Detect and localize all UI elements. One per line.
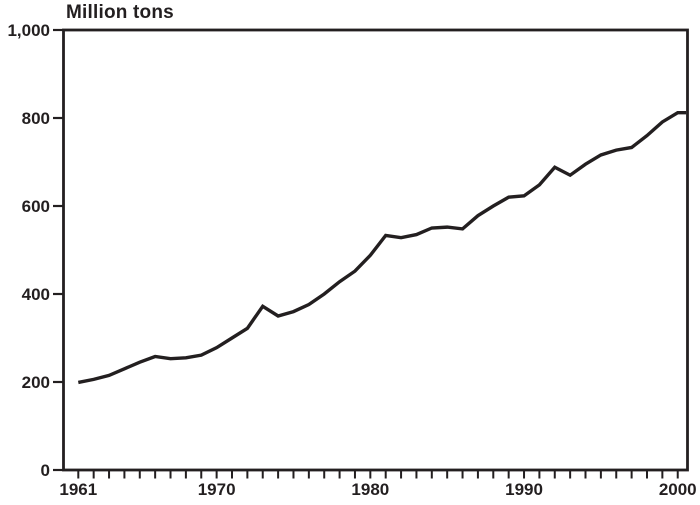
y-axis-tick-label: 400 bbox=[22, 285, 50, 304]
y-axis-tick-label: 1,000 bbox=[7, 21, 50, 40]
x-axis-tick-label: 1990 bbox=[505, 480, 543, 499]
plot-frame bbox=[62, 28, 689, 472]
y-axis-tick-label: 800 bbox=[22, 109, 50, 128]
x-axis-tick-label: 1980 bbox=[351, 480, 389, 499]
x-axis-tick-label: 1961 bbox=[59, 480, 97, 499]
y-axis-tick-label: 0 bbox=[41, 461, 50, 480]
trend-line bbox=[77, 111, 687, 385]
y-axis-tick-label: 200 bbox=[22, 373, 50, 392]
chart-title: Million tons bbox=[66, 2, 174, 23]
y-axis-tick-label: 600 bbox=[22, 197, 50, 216]
x-axis-tick-label: 1970 bbox=[198, 480, 236, 499]
x-axis-tick-label: 2000 bbox=[659, 480, 697, 499]
